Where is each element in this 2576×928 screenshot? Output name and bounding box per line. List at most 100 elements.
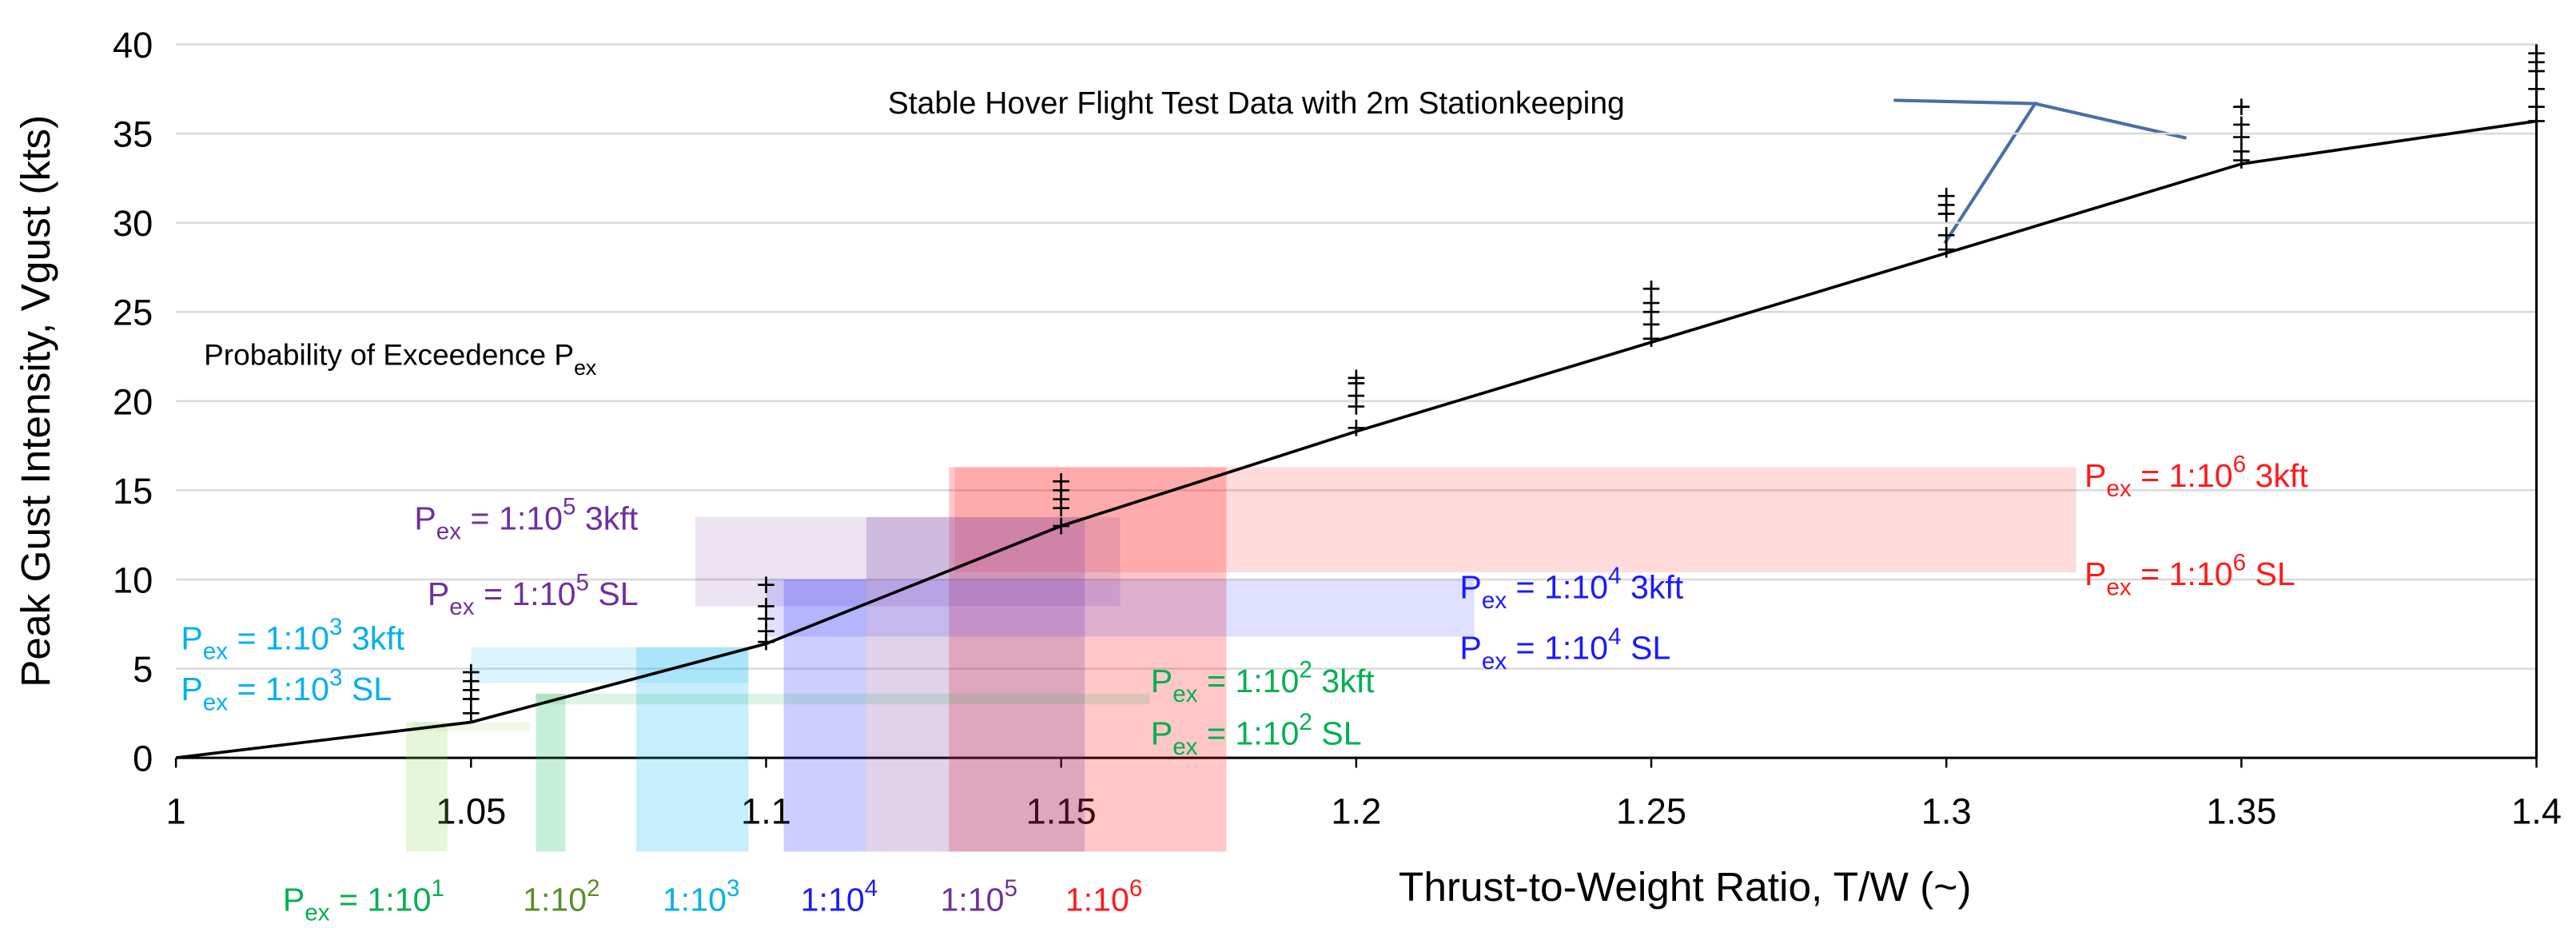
- y-tick-label: 30: [113, 203, 153, 244]
- label-part: = 1:10: [2132, 556, 2233, 592]
- probability-region: [471, 647, 749, 683]
- x-tick-label: 1.4: [2511, 791, 2562, 831]
- label-part: 1:10: [523, 881, 587, 918]
- label-part: SL: [342, 671, 392, 707]
- test-point: [758, 576, 774, 593]
- label: 1:106​: [1065, 875, 1143, 918]
- label-sub: ex: [2106, 575, 2131, 601]
- label-part: Probability of Exceedence P: [204, 338, 574, 372]
- label-sup: 2: [1299, 709, 1312, 735]
- label-sup: 2: [1299, 656, 1312, 683]
- label-sub: ex: [574, 356, 597, 380]
- label-part: = 1:10: [1507, 569, 1608, 606]
- y-axis-title: Peak Gust Intensity, Vgust (kts): [12, 115, 58, 687]
- label-sup: 5: [575, 569, 588, 595]
- probability-column: [536, 693, 566, 852]
- x-tick-label: 1.25: [1616, 791, 1686, 831]
- label-sup: 3: [329, 614, 342, 640]
- y-tick-label: 25: [113, 293, 153, 333]
- label: Pex​ = 1:103​ 3kft: [181, 614, 404, 665]
- y-tick-label: 15: [113, 471, 153, 512]
- test-point: [1053, 472, 1069, 490]
- test-point: [2233, 116, 2250, 133]
- label-sub: ex: [436, 519, 461, 545]
- x-tick-label: 1.2: [1331, 791, 1381, 831]
- label: Pex​ = 1:105​ SL: [428, 569, 639, 620]
- probability-region: [954, 467, 2076, 573]
- probability-region: [412, 722, 531, 731]
- test-point: [1937, 227, 1955, 244]
- label-part: P: [181, 619, 202, 656]
- label-part: = 1:10: [1507, 630, 1608, 667]
- label-sub: ex: [203, 639, 228, 665]
- label-part: = 1:10: [228, 671, 329, 707]
- label-part: 1:10: [663, 881, 727, 918]
- test-point: [2233, 143, 2250, 160]
- label-part: = 1:10: [330, 881, 432, 918]
- probability-column: [783, 579, 867, 852]
- label-sub: ex: [203, 689, 228, 715]
- probability-column: [949, 467, 1227, 852]
- label-part: SL: [589, 576, 639, 612]
- label: Pex​ = 1:106​ 3kft: [2084, 451, 2308, 502]
- y-tick-label: 10: [113, 560, 153, 600]
- label-sub: ex: [1482, 648, 1507, 675]
- test-point: [758, 598, 774, 615]
- label-sub: ex: [305, 900, 329, 926]
- label: Pex​ = 1:101​: [283, 875, 444, 926]
- test-point: [1642, 280, 1660, 297]
- label-part: 1:10: [941, 881, 1005, 918]
- label-sup: 6: [1129, 875, 1142, 902]
- label-sup: 4: [865, 875, 878, 902]
- label: 1:104​: [801, 875, 878, 918]
- label: Probability of Exceedence Pex​: [204, 338, 597, 380]
- label-part: 1:10: [801, 881, 865, 918]
- label-part: P: [2084, 556, 2106, 592]
- label-part: 3kft: [1622, 569, 1684, 606]
- probability-column: [636, 647, 749, 852]
- label-part: 1:10: [1065, 881, 1129, 918]
- label: Pex​ = 1:105​ 3kft: [414, 494, 638, 545]
- label: 1:105​: [941, 875, 1018, 918]
- test-point: [1642, 330, 1660, 348]
- test-point: [2528, 45, 2545, 62]
- label-sup: 5: [563, 494, 575, 520]
- y-tick-label: 5: [133, 649, 153, 690]
- callout-line: [2034, 102, 2187, 140]
- x-tick-label: 1.35: [2206, 791, 2276, 831]
- label-part: 3kft: [342, 619, 404, 656]
- label-part: P: [428, 576, 449, 612]
- test-point: [1348, 369, 1365, 387]
- label-part: P: [1459, 569, 1481, 606]
- label: 1:103​: [663, 875, 740, 918]
- label-sup: 3: [727, 875, 739, 902]
- label-part: = 1:10: [1197, 663, 1299, 699]
- label-part: SL: [1312, 715, 1362, 752]
- label-sub: ex: [2106, 476, 2131, 502]
- test-point: [1937, 241, 1955, 258]
- y-tick-label: 40: [113, 25, 153, 66]
- label: Pex​ = 1:106​ SL: [2084, 550, 2295, 601]
- label-part: P: [181, 671, 202, 707]
- x-tick-label: 1: [166, 791, 186, 831]
- label-sup: 4: [1608, 563, 1621, 589]
- label-part: = 1:10: [461, 500, 563, 536]
- label: Stable Hover Flight Test Data with 2m St…: [888, 86, 1625, 121]
- x-tick-label: 1.3: [1921, 791, 1972, 831]
- label-sup: 3: [329, 665, 342, 691]
- label-sup: 2: [587, 875, 599, 902]
- label: 1:102​: [523, 875, 600, 918]
- x-tick-label: 1.15: [1026, 791, 1097, 831]
- label-part: P: [283, 881, 305, 918]
- label-part: 3kft: [1312, 663, 1375, 699]
- test-point: [2528, 98, 2545, 115]
- label-part: P: [1459, 630, 1481, 667]
- test-point: [463, 705, 480, 722]
- probability-column: [866, 516, 1085, 852]
- label-sup: 6: [2233, 451, 2246, 477]
- label-part: P: [414, 500, 436, 536]
- label-sub: ex: [1482, 587, 1507, 614]
- test-point: [1348, 420, 1365, 436]
- label-part: = 1:10: [228, 619, 329, 656]
